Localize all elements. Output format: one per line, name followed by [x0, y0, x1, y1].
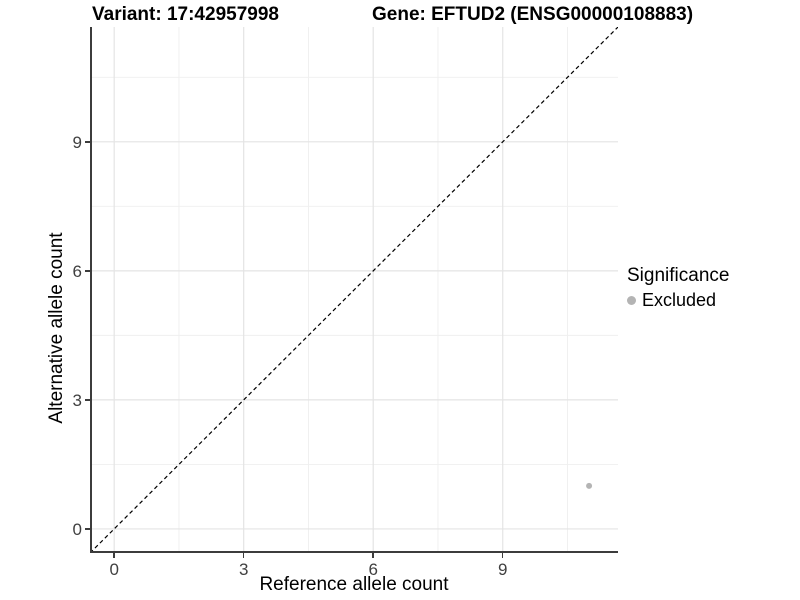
plot-title-variant: Variant: 17:42957998	[92, 4, 279, 25]
x-tick-label: 0	[109, 560, 119, 579]
x-tick-mark	[501, 553, 504, 558]
y-tick-label: 6	[72, 261, 82, 281]
y-tick-mark	[85, 399, 90, 401]
plot-title-gene: Gene: EFTUD2 (ENSG00000108883)	[372, 4, 694, 25]
legend-title: Significance	[627, 265, 730, 286]
x-tick-mark	[113, 553, 115, 558]
plot-panel	[89, 26, 619, 554]
x-tick-label: 9	[497, 560, 508, 579]
x-tick-label: 6	[368, 560, 378, 579]
y-tick-mark	[85, 528, 90, 530]
data-point	[586, 482, 593, 489]
identity-line	[89, 26, 619, 554]
legend-item-excluded: Excluded	[627, 290, 729, 311]
y-tick-label: 0	[72, 519, 82, 539]
x-tick-mark	[242, 553, 245, 558]
x-tick-label: 3	[238, 560, 249, 579]
legend-point-icon	[627, 296, 636, 305]
y-tick-label: 3	[72, 390, 82, 410]
y-tick-mark	[85, 141, 90, 143]
x-axis-title: Reference allele count	[259, 574, 449, 595]
plot-panel-canvas	[89, 26, 619, 554]
x-tick-mark	[372, 553, 374, 558]
legend-item-label: Excluded	[642, 290, 717, 310]
y-tick-mark	[85, 270, 90, 272]
legend: Significance Excluded	[627, 265, 729, 311]
y-tick-label: 9	[72, 132, 82, 152]
